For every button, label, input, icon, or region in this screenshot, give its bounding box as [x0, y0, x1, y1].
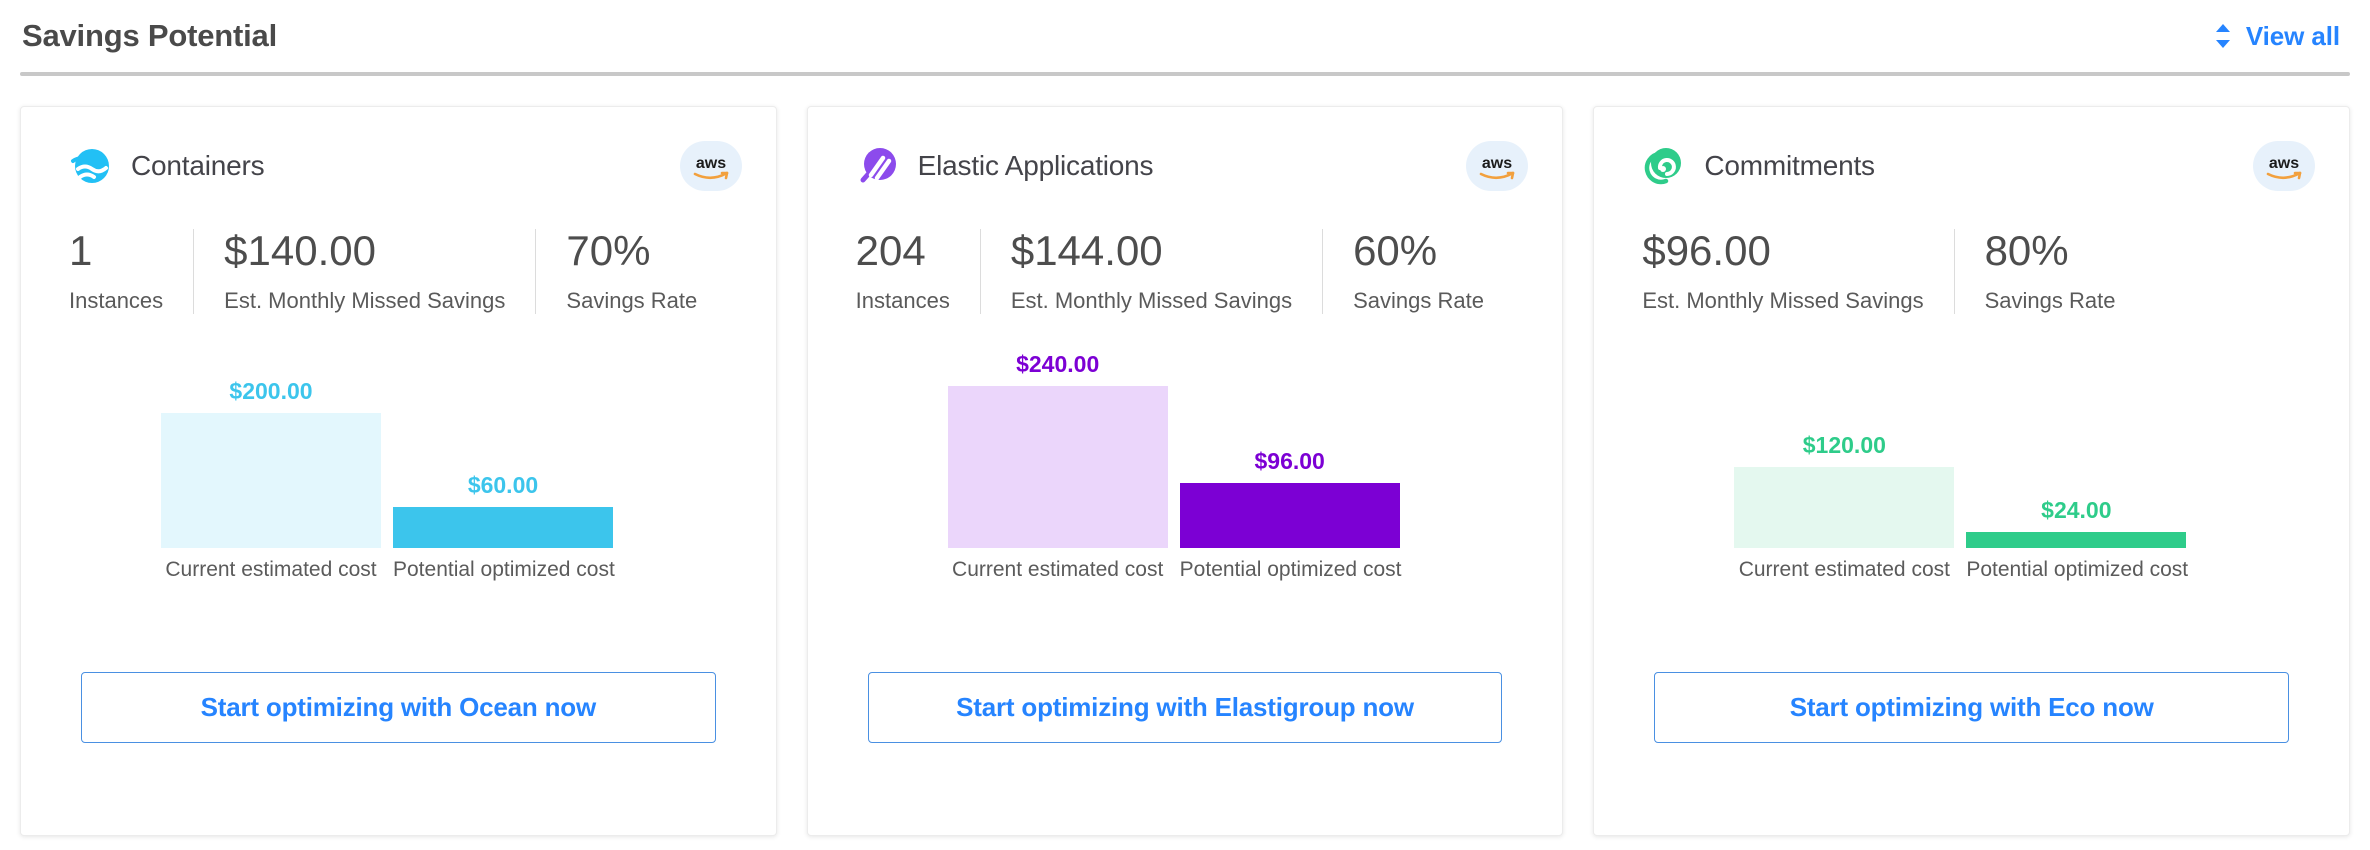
start-optimizing-button[interactable]: Start optimizing with Ocean now: [81, 672, 716, 743]
bar-caption: Current estimated cost: [952, 557, 1164, 581]
elastigroup-spark-icon: [856, 145, 898, 187]
stat-label: Savings Rate: [566, 287, 698, 313]
bar-rect: [947, 385, 1168, 548]
savings-card-commitments[interactable]: Commitments aws $96.00 Est. Monthly Miss…: [1593, 106, 2351, 836]
bar-caption: Potential optimized cost: [1966, 557, 2189, 581]
bar-value-label: $60.00: [467, 471, 539, 498]
card-header: Elastic Applications aws: [808, 107, 1563, 191]
stat-missed-savings: $144.00 Est. Monthly Missed Savings: [979, 227, 1322, 314]
bar-rect: [1966, 531, 2187, 548]
bar-rect: [1734, 466, 1955, 548]
bar-value-label: $96.00: [1254, 447, 1325, 474]
stat-savings-rate: 80% Savings Rate: [1953, 227, 2146, 314]
stat-missed-savings: $96.00 Est. Monthly Missed Savings: [1642, 227, 1953, 314]
bar-optimized-cost: $24.00 Potential optimized cost: [1966, 496, 2188, 581]
stat-label: Est. Monthly Missed Savings: [1642, 287, 1924, 313]
bar-caption: Potential optimized cost: [1179, 557, 1402, 581]
bar-rect: [1179, 482, 1400, 548]
stat-savings-rate: 60% Savings Rate: [1322, 227, 1514, 314]
card-header: Commitments aws: [1594, 107, 2349, 191]
svg-text:aws: aws: [2269, 155, 2299, 172]
bar-optimized-cost: $96.00 Potential optimized cost: [1179, 447, 1401, 581]
stat-value: 60%: [1353, 227, 1438, 274]
aws-logo-icon: aws: [1466, 141, 1529, 191]
bar-current-cost: $120.00 Current estimated cost: [1734, 431, 1955, 581]
start-optimizing-button[interactable]: Start optimizing with Eco now: [1654, 672, 2290, 743]
stat-value: $140.00: [224, 227, 376, 274]
card-cta-wrap: Start optimizing with Eco now: [1594, 672, 2349, 743]
bar-current-cost: $240.00 Current estimated cost: [947, 350, 1168, 581]
stat-value: $96.00: [1642, 227, 1771, 274]
card-header: Containers aws: [21, 107, 776, 191]
bar-value-label: $240.00: [1016, 350, 1100, 377]
stat-value: 1: [69, 227, 93, 274]
card-title: Containers: [131, 150, 265, 181]
stat-label: Instances: [855, 287, 950, 313]
stat-value: $144.00: [1010, 227, 1163, 274]
savings-card-containers[interactable]: Containers aws 1 Instances $140.00: [20, 106, 777, 836]
bar-caption: Current estimated cost: [165, 557, 377, 581]
bar-value-label: $120.00: [1802, 431, 1886, 458]
bar-value-label: $200.00: [229, 377, 313, 404]
view-all-label: View all: [2245, 20, 2340, 51]
panel-header: Savings Potential View all: [18, 0, 2352, 72]
stat-missed-savings: $140.00 Est. Monthly Missed Savings: [193, 227, 535, 314]
stat-value: 70%: [566, 227, 651, 274]
card-title-group: Commitments: [1642, 145, 1875, 187]
card-stats: $96.00 Est. Monthly Missed Savings 80% S…: [1642, 191, 2315, 314]
stat-label: Savings Rate: [1984, 287, 2116, 313]
savings-card-elastic-applications[interactable]: Elastic Applications aws 204 Instances $…: [806, 106, 1564, 836]
view-all-button[interactable]: View all: [2213, 21, 2348, 52]
start-optimizing-button[interactable]: Start optimizing with Elastigroup now: [867, 672, 1503, 743]
bar-caption: Potential optimized cost: [393, 557, 615, 581]
stat-label: Savings Rate: [1353, 287, 1484, 313]
bar-rect: [393, 506, 613, 548]
chart-bars: $240.00 Current estimated cost $96.00 Po…: [856, 350, 1515, 581]
card-title: Commitments: [1704, 150, 1875, 181]
aws-logo-icon: aws: [679, 141, 742, 191]
chart-bars: $200.00 Current estimated cost $60.00 Po…: [69, 350, 728, 581]
card-cta-wrap: Start optimizing with Ocean now: [21, 672, 776, 743]
cost-comparison-chart: $240.00 Current estimated cost $96.00 Po…: [856, 350, 1515, 590]
svg-text:aws: aws: [1482, 155, 1512, 172]
bar-rect: [161, 412, 381, 548]
stat-savings-rate: 70% Savings Rate: [535, 227, 727, 314]
card-stats: 204 Instances $144.00 Est. Monthly Misse…: [856, 191, 1529, 314]
aws-logo-icon: aws: [2253, 141, 2316, 191]
page-title: Savings Potential: [22, 18, 277, 53]
cost-comparison-chart: $200.00 Current estimated cost $60.00 Po…: [69, 350, 728, 590]
bar-optimized-cost: $60.00 Potential optimized cost: [393, 471, 615, 581]
svg-text:aws: aws: [696, 155, 726, 172]
card-title-group: Containers: [69, 145, 265, 187]
stat-label: Est. Monthly Missed Savings: [224, 287, 506, 313]
card-title-group: Elastic Applications: [856, 145, 1154, 187]
card-cta-wrap: Start optimizing with Elastigroup now: [808, 672, 1563, 743]
bar-caption: Current estimated cost: [1738, 557, 1950, 581]
savings-cards-row: Containers aws 1 Instances $140.00: [18, 76, 2352, 836]
stat-label: Instances: [69, 287, 164, 313]
eco-spiral-icon: [1642, 145, 1684, 187]
stat-instances: 204 Instances: [855, 227, 980, 314]
cost-comparison-chart: $120.00 Current estimated cost $24.00 Po…: [1642, 350, 2301, 590]
card-title: Elastic Applications: [917, 150, 1154, 181]
stat-instances: 1 Instances: [69, 227, 193, 314]
chevron-up-down-icon: [2213, 22, 2233, 50]
bar-current-cost: $200.00 Current estimated cost: [161, 377, 381, 581]
stat-value: 80%: [1984, 227, 2069, 274]
bar-value-label: $24.00: [2041, 496, 2112, 523]
stat-label: Est. Monthly Missed Savings: [1010, 287, 1293, 313]
ocean-waves-icon: [69, 145, 111, 187]
stat-value: 204: [855, 227, 926, 274]
card-stats: 1 Instances $140.00 Est. Monthly Missed …: [69, 191, 742, 314]
chart-bars: $120.00 Current estimated cost $24.00 Po…: [1642, 350, 2301, 581]
header-divider: [20, 72, 2350, 76]
